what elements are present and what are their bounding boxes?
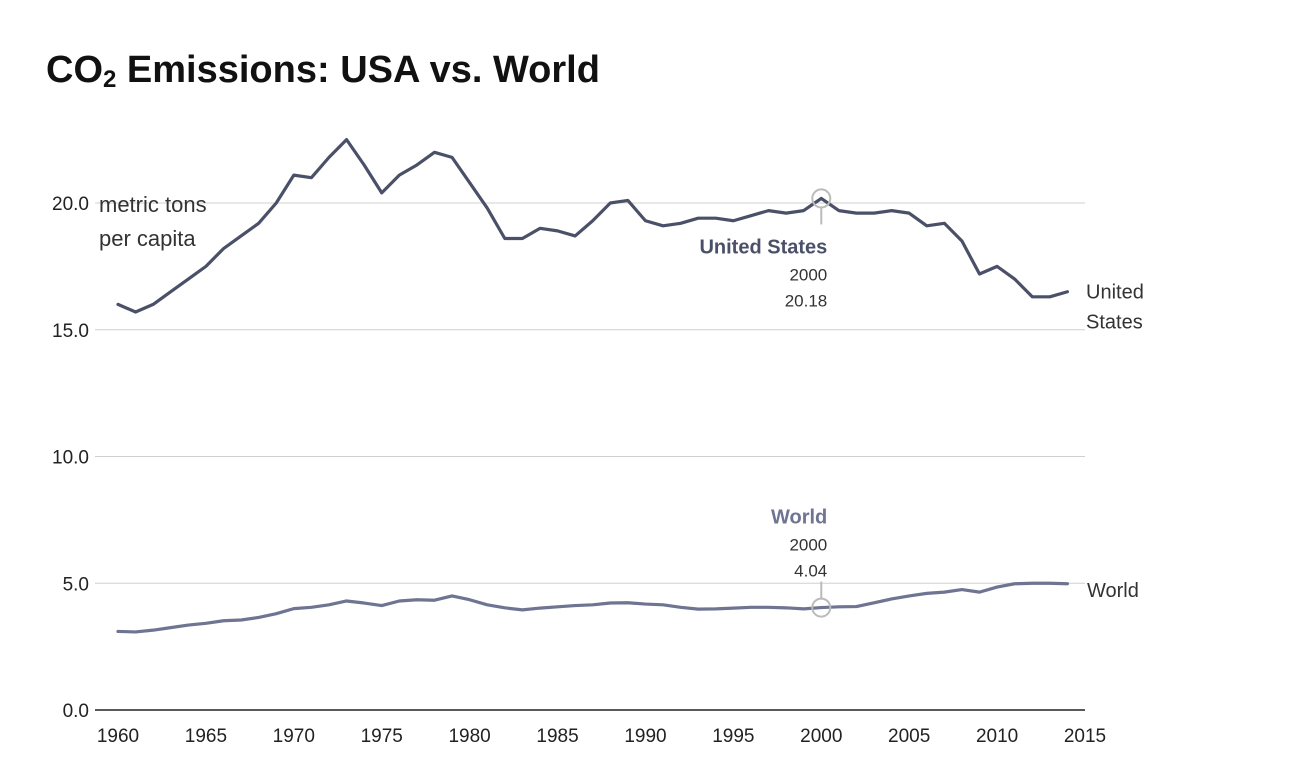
annotation-year: 2000 xyxy=(789,265,827,284)
annotation-value: 20.18 xyxy=(785,291,828,310)
y-tick-label: 10.0 xyxy=(52,448,89,469)
y-axis-label: metric tons xyxy=(99,192,207,217)
x-tick-label: 2015 xyxy=(1064,726,1106,747)
end-label-united-states: States xyxy=(1086,312,1143,334)
x-tick-label: 1975 xyxy=(361,726,403,747)
x-tick-label: 1965 xyxy=(185,726,227,747)
chart-title: CO2 Emissions: USA vs. World xyxy=(46,49,600,93)
series-line-united-states xyxy=(116,138,1070,314)
y-tick-label: 0.0 xyxy=(63,701,89,722)
series-line-world xyxy=(116,581,1070,634)
y-tick-label: 20.0 xyxy=(52,194,89,215)
y-tick-label: 15.0 xyxy=(52,321,89,342)
x-tick-label: 1990 xyxy=(624,726,666,747)
annotation-name: United States xyxy=(699,236,827,258)
x-tick-label: 2005 xyxy=(888,726,930,747)
x-tick-label: 2010 xyxy=(976,726,1018,747)
x-tick-label: 1980 xyxy=(448,726,490,747)
title-suffix: Emissions: USA vs. World xyxy=(116,49,600,91)
end-label-world: World xyxy=(1087,580,1139,602)
end-label-united-states: United xyxy=(1086,282,1144,304)
y-axis-label: per capita xyxy=(99,226,196,251)
x-tick-label: 2000 xyxy=(800,726,842,747)
x-tick-label: 1985 xyxy=(536,726,578,747)
y-tick-label: 5.0 xyxy=(63,574,89,595)
annotation-value: 4.04 xyxy=(794,562,827,581)
x-tick-label: 1970 xyxy=(273,726,315,747)
title-prefix: CO xyxy=(46,49,103,91)
annotation-year: 2000 xyxy=(789,536,827,555)
x-tick-label: 1995 xyxy=(712,726,754,747)
title-subscript: 2 xyxy=(103,66,117,93)
x-tick-label: 1960 xyxy=(97,726,139,747)
annotation-name: World xyxy=(771,507,827,529)
